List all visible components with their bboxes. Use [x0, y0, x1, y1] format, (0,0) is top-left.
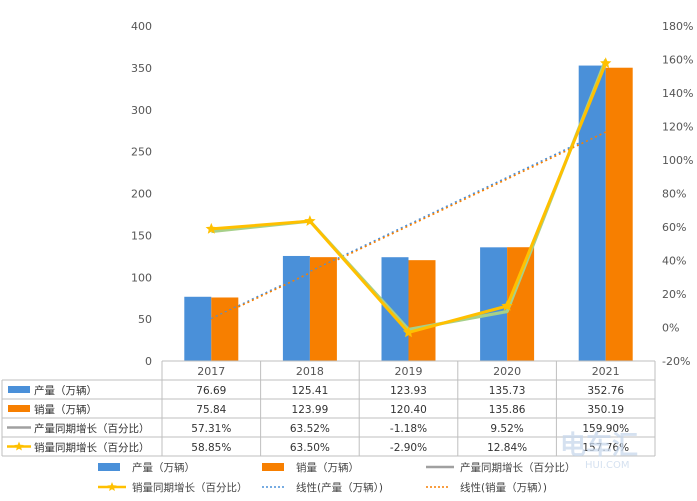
table-cell: 75.84 — [196, 404, 226, 416]
y-right-tick-label: 180% — [662, 20, 693, 33]
bar — [282, 255, 310, 361]
y-left-tick-label: 350 — [131, 62, 152, 75]
bar — [309, 257, 337, 361]
y-right-tick-label: 40% — [662, 255, 686, 268]
bar — [578, 65, 606, 361]
table-cell: 350.19 — [587, 404, 624, 416]
y-left-tick-label: 400 — [131, 20, 152, 33]
table-series-name: 销量同期增长（百分比） — [34, 441, 150, 454]
x-tick-label: 2021 — [592, 365, 620, 378]
bar — [211, 297, 239, 361]
legend-marker — [107, 482, 117, 491]
x-tick-label: 2020 — [493, 365, 521, 378]
y-left-tick-label: 200 — [131, 188, 152, 201]
table-cell: -2.90% — [390, 442, 427, 454]
x-tick-label: 2018 — [296, 365, 324, 378]
table-cell: 120.40 — [390, 404, 427, 416]
x-tick-label: 2019 — [395, 365, 423, 378]
legend-label: 销量同期增长（百分比） — [132, 481, 248, 494]
y-right-tick-label: 160% — [662, 54, 693, 67]
legend-label: 销量（万辆） — [296, 461, 359, 474]
y-right-tick-label: 80% — [662, 188, 686, 201]
y-left-tick-label: 150 — [131, 229, 152, 242]
legend-marker — [98, 463, 120, 471]
table-key — [8, 386, 30, 393]
data-point — [304, 215, 316, 226]
y-left-tick-label: 50 — [138, 313, 152, 326]
legend-label: 产量（万辆） — [132, 461, 195, 474]
data-point — [501, 300, 513, 311]
bar — [381, 257, 409, 361]
table-series-name: 产量同期增长（百分比） — [34, 422, 150, 435]
y-right-tick-label: 20% — [662, 288, 686, 301]
y-right-tick-label: 0% — [662, 322, 679, 335]
legend-label: 线性(销量（万辆）) — [460, 481, 547, 494]
y-right-tick-label: 140% — [662, 87, 693, 100]
bar — [408, 260, 436, 361]
y-left-tick-label: 0 — [145, 355, 152, 368]
data-point — [205, 222, 217, 234]
table-cell: 135.86 — [489, 404, 526, 416]
table-cell: 76.69 — [196, 385, 226, 397]
bar — [184, 296, 212, 361]
y-right-tick-label: 60% — [662, 221, 686, 234]
table-cell: 57.31% — [191, 423, 231, 435]
y-left-tick-label: 300 — [131, 104, 152, 117]
legend-label: 线性(产量（万辆）) — [296, 481, 383, 494]
data-point — [402, 326, 415, 338]
table-cell: 9.52% — [490, 423, 523, 435]
table-series-name: 产量（万辆） — [34, 384, 97, 397]
watermark-text: 电车汇 — [560, 430, 638, 461]
legend-marker — [262, 463, 284, 471]
table-series-name: 销量（万辆） — [34, 403, 97, 416]
table-cell: 63.50% — [290, 442, 330, 454]
table-cell: 123.99 — [292, 404, 329, 416]
y-left-tick-label: 250 — [131, 146, 152, 159]
table-cell: 125.41 — [292, 385, 329, 397]
y-right-tick-label: -20% — [662, 355, 690, 368]
table-cell: 352.76 — [587, 385, 624, 397]
watermark-subtext: HUI.COM — [585, 460, 629, 471]
table-key — [14, 441, 24, 451]
y-left-tick-label: 100 — [131, 271, 152, 284]
table-cell: 135.73 — [489, 385, 526, 397]
y-right-tick-label: 120% — [662, 121, 693, 134]
table-cell: 58.85% — [191, 442, 231, 454]
table-cell: 157.76% — [582, 442, 629, 454]
table-cell: 12.84% — [487, 442, 527, 454]
data-point — [600, 57, 612, 69]
y-right-tick-label: 100% — [662, 154, 693, 167]
x-tick-label: 2017 — [197, 365, 225, 378]
table-key — [8, 405, 30, 412]
table-cell: 63.52% — [290, 423, 330, 435]
bar — [605, 67, 633, 361]
table-cell: -1.18% — [390, 423, 427, 435]
legend-label: 产量同期增长（百分比） — [460, 461, 576, 474]
table-cell: 159.90% — [582, 423, 629, 435]
table-cell: 123.93 — [390, 385, 427, 397]
